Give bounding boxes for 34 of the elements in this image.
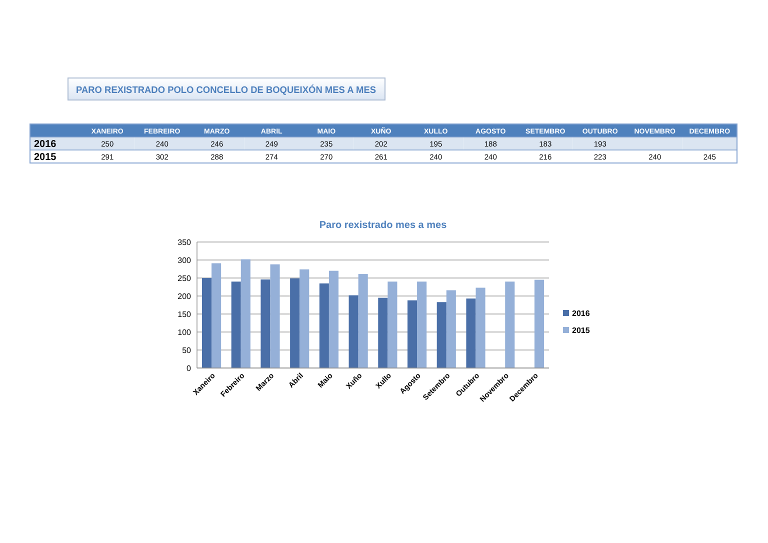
y-tick-label: 50 — [182, 346, 192, 355]
bar — [212, 263, 222, 368]
bar — [446, 290, 456, 368]
bar — [270, 264, 280, 368]
bar — [417, 282, 427, 368]
y-tick-label: 150 — [178, 310, 192, 319]
bar — [466, 298, 476, 368]
y-tick-label: 300 — [178, 256, 192, 265]
bar — [202, 278, 212, 368]
bar — [436, 302, 446, 368]
bar — [505, 282, 515, 368]
bar — [290, 278, 300, 368]
chart-title: PARO REXISTRADO POLO CONCELLO DE BOQUEIXÓN MES A MES — [76, 84, 388, 96]
bar — [260, 279, 270, 368]
bar — [534, 280, 544, 368]
y-tick-label: 200 — [178, 292, 192, 301]
y-tick-label: 350 — [178, 238, 192, 247]
bar — [378, 298, 388, 368]
legend-label: 2016 — [572, 309, 590, 318]
bar — [476, 288, 486, 368]
bar — [240, 259, 250, 368]
y-tick-label: 0 — [186, 364, 192, 373]
y-tick-label: 250 — [178, 274, 192, 283]
chart-title: Paro rexistrado mes a mes — [319, 220, 448, 231]
bar — [300, 269, 310, 368]
bar — [328, 270, 339, 368]
bar — [388, 282, 398, 368]
bar — [319, 283, 329, 368]
bar — [358, 274, 368, 368]
y-tick-label: 100 — [178, 328, 192, 337]
bar — [407, 300, 418, 368]
bar — [348, 295, 358, 368]
bar — [231, 282, 241, 368]
legend-label: 2015 — [572, 326, 590, 335]
